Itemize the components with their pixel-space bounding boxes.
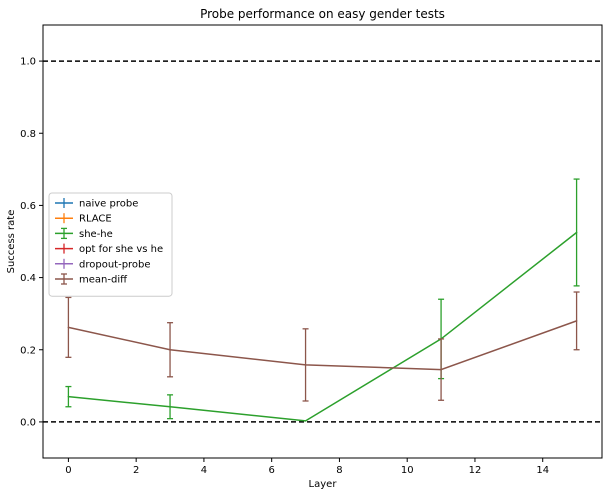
y-tick-label: 0.4 [20,273,36,284]
legend-item: mean-diff [55,273,128,286]
y-tick-label: 0.8 [20,129,36,140]
axes: 0 2 4 6 8 10 12 14 0.0 0.2 0.4 0.6 0.8 1.0 [20,24,603,476]
legend-label: RLACE [79,214,112,225]
legend: naive probe RLACE she-he opt for she vs he d… [48,192,173,297]
y-tick-label: 0.2 [20,345,36,356]
plot-frame [42,24,603,459]
legend-item: RLACE [55,213,112,225]
data-point [440,368,442,371]
x-tick-label: 10 [401,465,414,476]
data-point [304,364,307,366]
legend-item: she-he [55,227,113,240]
x-axis-label: Layer [309,479,338,490]
reference-lines [43,60,602,423]
y-tick-label: 0.6 [20,201,36,212]
y-tick-label: 0.0 [20,417,36,428]
data-point [575,320,578,322]
data-point [304,420,307,422]
legend-item: dropout-probe [55,258,151,270]
data-point [67,326,70,329]
y-axis-label: Success rate [6,210,17,274]
x-tick-label: 4 [201,465,207,476]
x-tick-label: 6 [268,465,274,476]
x-tick-label: 0 [65,465,71,476]
legend-label: opt for she vs he [79,244,163,255]
series-she-he [65,178,580,422]
legend-label: she-he [79,229,113,240]
x-tick-label: 14 [536,465,549,476]
data-point [67,395,70,398]
data-point [575,231,578,234]
series-layer [65,178,580,422]
x-tick-label: 12 [469,465,482,476]
legend-item: opt for she vs he [55,243,163,255]
series-mean-diff [65,291,580,402]
data-point [169,348,171,351]
legend-label: mean-diff [79,275,128,286]
x-tick-label: 8 [336,465,342,476]
chart-title: Probe performance on easy gender tests [200,7,445,21]
data-point [169,405,171,408]
y-tick-label: 1.0 [20,57,36,68]
legend-item: naive probe [55,198,138,210]
x-tick-label: 2 [133,465,139,476]
series-line [68,320,577,371]
legend-label: naive probe [79,199,138,210]
legend-label: dropout-probe [79,259,151,270]
